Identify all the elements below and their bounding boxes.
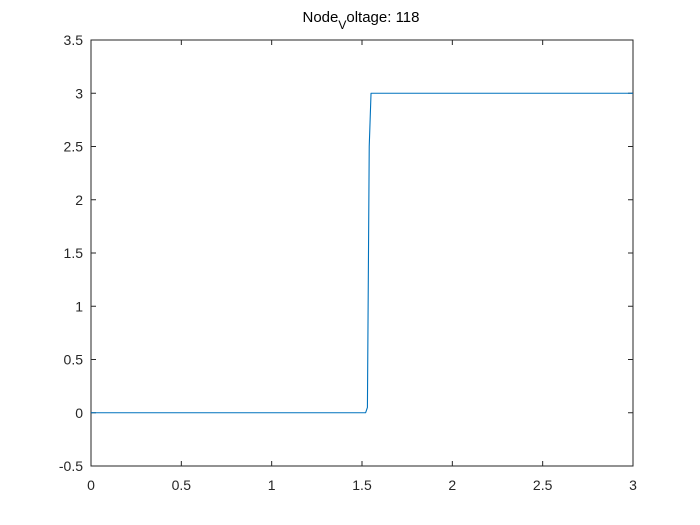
x-tick-label: 1.5 — [352, 477, 372, 493]
y-tick-label: 3.5 — [64, 32, 84, 48]
x-tick-label: 2 — [448, 477, 456, 493]
y-tick-label: 2 — [75, 192, 83, 208]
x-tick-label: 0 — [87, 477, 95, 493]
y-tick-label: 1.5 — [64, 245, 84, 261]
y-tick-label: -0.5 — [59, 458, 83, 474]
y-axis: -0.5 0 0.5 1 1.5 2 2.5 3 3.5 — [59, 32, 633, 474]
y-tick-label: 2.5 — [64, 139, 84, 155]
x-tick-label: 1 — [268, 477, 276, 493]
plot-area: 0 0.5 1 1.5 2 2.5 3 -0.500.511.522.533.5 — [59, 32, 637, 493]
y-tick-label: 3 — [75, 85, 83, 101]
y-tick-label: 1 — [75, 298, 83, 314]
chart-title: NodeVoltage: 118 — [303, 9, 420, 32]
x-tick-label: 3 — [629, 477, 637, 493]
y-tick-label: 0 — [75, 405, 83, 421]
series-group — [91, 92, 633, 414]
y-tick-label: 0.5 — [64, 352, 84, 368]
x-axis: 0 0.5 1 1.5 2 2.5 3 — [87, 40, 637, 493]
x-tick-label: 0.5 — [172, 477, 192, 493]
x-tick-label: 2.5 — [533, 477, 553, 493]
series-line — [91, 92, 633, 414]
